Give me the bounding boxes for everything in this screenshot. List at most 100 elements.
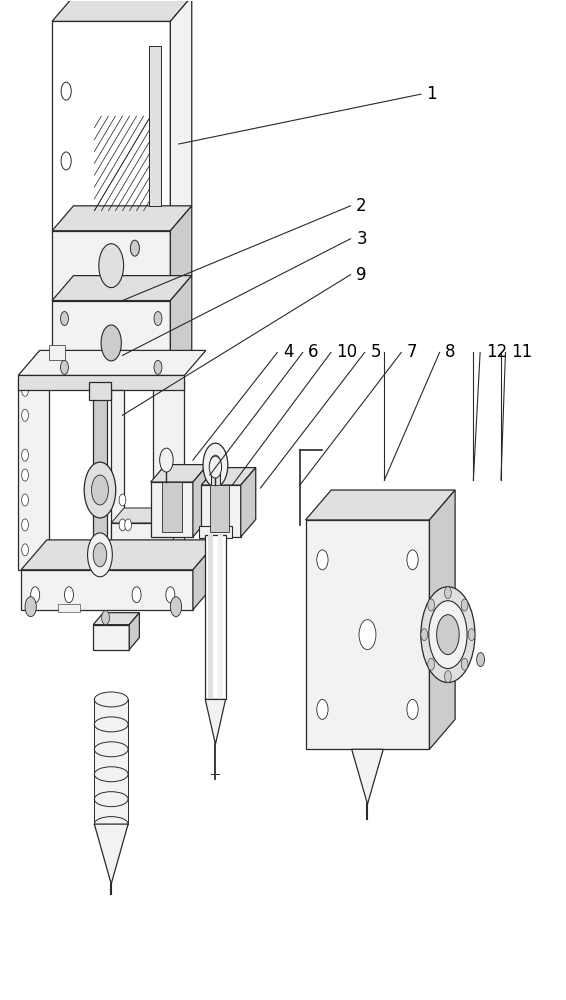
Circle shape [22,544,28,556]
Circle shape [154,312,162,325]
Circle shape [22,449,28,461]
Bar [201,485,241,537]
Circle shape [477,653,484,667]
Bar [93,385,108,570]
Bar [52,231,170,301]
Circle shape [119,494,126,506]
Circle shape [210,455,221,475]
Circle shape [209,456,222,478]
Bar [151,482,193,537]
Circle shape [31,587,40,603]
Bar [58,604,80,612]
Text: 1: 1 [427,85,438,103]
Polygon shape [170,276,192,385]
Circle shape [203,443,228,487]
Circle shape [61,82,71,100]
Bar [149,46,161,206]
Polygon shape [129,613,139,650]
Ellipse shape [95,817,128,832]
Circle shape [166,587,175,603]
Bar [153,380,185,570]
Polygon shape [93,613,139,625]
Circle shape [407,699,418,719]
Ellipse shape [95,742,128,757]
Bar [211,465,220,530]
Text: 8: 8 [445,343,456,361]
Circle shape [125,519,131,531]
Circle shape [92,475,109,505]
Text: 6: 6 [308,343,319,361]
Circle shape [22,469,28,481]
Circle shape [22,519,28,531]
Circle shape [119,519,126,531]
Circle shape [93,543,107,567]
Circle shape [132,587,141,603]
Circle shape [407,550,418,570]
Circle shape [359,620,376,650]
Polygon shape [201,468,256,485]
Ellipse shape [95,767,128,782]
Circle shape [170,597,182,617]
Bar [162,482,182,532]
Text: 4: 4 [283,343,294,361]
Circle shape [101,325,121,361]
Text: 2: 2 [356,197,367,215]
Circle shape [429,601,467,669]
Circle shape [461,658,468,670]
Circle shape [65,587,74,603]
Bar [95,799,128,824]
Polygon shape [205,699,226,744]
Polygon shape [111,508,186,523]
Bar [18,375,185,390]
Bar [21,570,193,610]
Bar [18,380,49,570]
Circle shape [102,611,110,625]
Bar [111,523,173,545]
Circle shape [421,629,428,641]
Text: 11: 11 [511,343,533,361]
Polygon shape [306,490,455,520]
Polygon shape [193,540,218,610]
Polygon shape [52,0,192,21]
Polygon shape [430,490,455,749]
Circle shape [61,360,68,374]
Circle shape [88,533,112,577]
Ellipse shape [95,792,128,807]
Polygon shape [95,824,128,884]
Bar [93,625,129,650]
Circle shape [421,587,475,682]
Circle shape [22,409,28,421]
Circle shape [25,597,36,617]
Polygon shape [351,749,383,804]
Circle shape [61,152,71,170]
Circle shape [428,599,435,611]
Polygon shape [170,206,192,301]
Polygon shape [151,465,208,482]
Bar [89,382,111,400]
Circle shape [61,312,68,325]
Circle shape [130,240,139,256]
Ellipse shape [95,692,128,707]
Polygon shape [18,350,206,375]
Bar [199,526,232,538]
Polygon shape [170,0,192,231]
Bar [52,21,170,231]
Circle shape [22,384,28,396]
Circle shape [461,599,468,611]
Text: 3: 3 [356,230,367,248]
Bar [95,699,128,724]
Polygon shape [193,465,208,537]
Circle shape [436,615,459,655]
Polygon shape [52,206,192,231]
Bar [95,774,128,799]
Bar [52,21,170,231]
Bar [306,520,430,749]
Circle shape [317,699,328,719]
Polygon shape [241,468,256,537]
Bar [49,345,65,360]
Circle shape [99,244,123,288]
Polygon shape [52,276,192,301]
Polygon shape [21,540,218,570]
Bar [95,749,128,774]
Bar [205,535,226,699]
